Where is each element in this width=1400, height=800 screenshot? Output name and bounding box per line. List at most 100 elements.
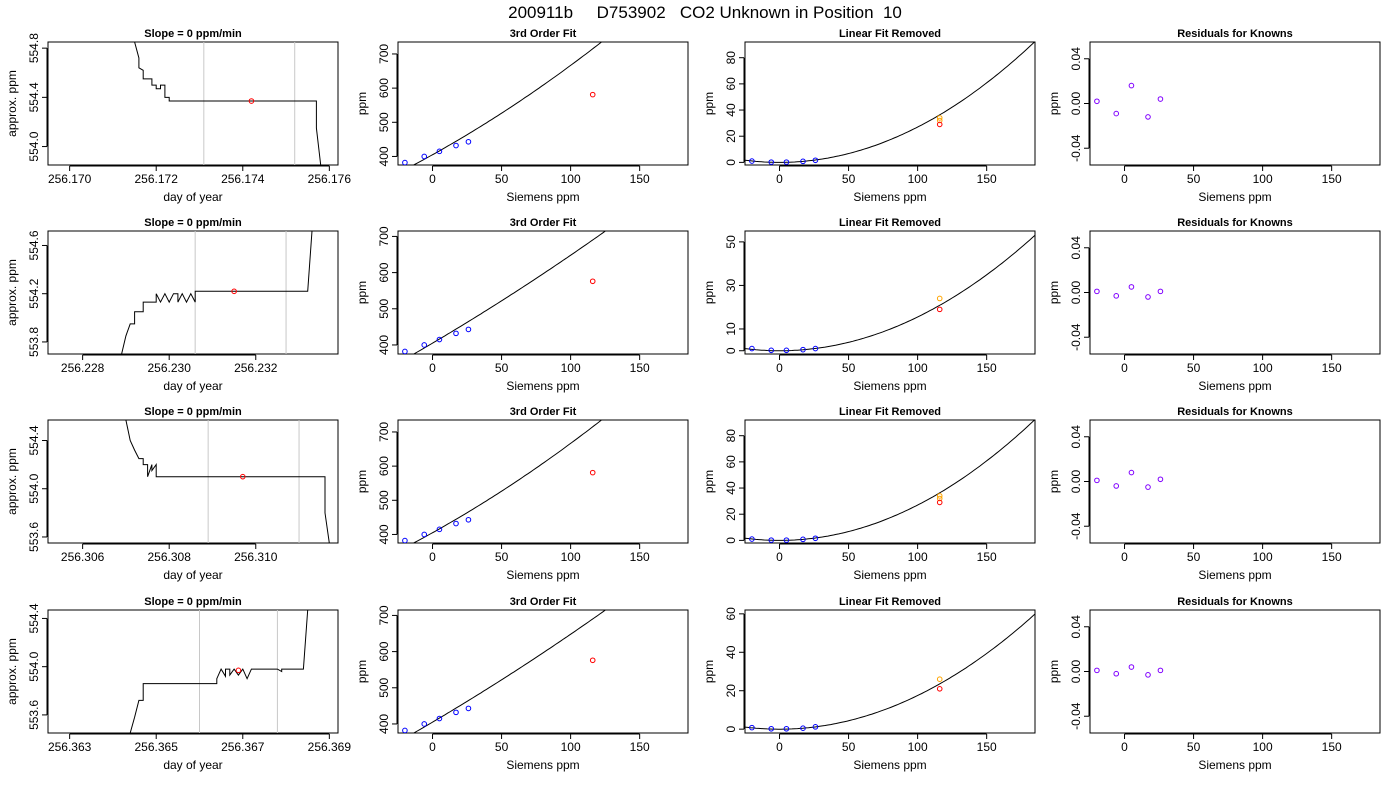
plot-frame bbox=[744, 609, 1036, 734]
y-axis: 0 20 40 60 80 bbox=[724, 51, 745, 166]
x-tick-label: 100 bbox=[1253, 361, 1273, 375]
known-point bbox=[421, 342, 428, 348]
x-tick-label: 0 bbox=[776, 172, 783, 186]
x-axis-label: Siemens ppm bbox=[1198, 190, 1271, 204]
y-tick-label: 500 bbox=[377, 490, 391, 510]
x-axis: 256.306 256.308 256.310 bbox=[61, 543, 278, 564]
plot-frame bbox=[1089, 609, 1381, 734]
known-point bbox=[800, 346, 806, 353]
y-tick-label: 554.2 bbox=[27, 278, 41, 308]
x-tick-label: 50 bbox=[1187, 550, 1201, 564]
known-point bbox=[800, 158, 806, 165]
y-tick-label: 553.6 bbox=[27, 522, 41, 552]
residual-point bbox=[1094, 667, 1100, 674]
panel-1-4: Residuals for Knowns 0 50 100 150 Siemens ppm… bbox=[1047, 28, 1381, 204]
residual-point bbox=[1157, 96, 1164, 102]
x-tick-label: 150 bbox=[1322, 361, 1342, 375]
plot-area bbox=[745, 420, 1035, 543]
panel-title: Residuals for Knowns bbox=[1177, 596, 1293, 608]
y-tick-label: 400 bbox=[377, 524, 391, 544]
known-point bbox=[783, 159, 790, 165]
x-tick-label: 100 bbox=[1253, 740, 1273, 754]
x-tick-label: 50 bbox=[842, 361, 856, 375]
y-tick-label: 50 bbox=[724, 235, 738, 249]
y-tick-label: 553.8 bbox=[27, 327, 41, 357]
y-tick-label: 400 bbox=[377, 335, 391, 355]
known-point bbox=[768, 537, 775, 543]
panel-3-4: Residuals for Knowns 0 50 100 150 Siemens ppm… bbox=[1047, 406, 1381, 582]
plot-area bbox=[402, 42, 603, 165]
y-tick-label: 0.04 bbox=[1069, 425, 1083, 449]
x-tick-label: 50 bbox=[1187, 740, 1201, 754]
plot-frame bbox=[47, 41, 339, 166]
plot-area bbox=[1094, 664, 1164, 678]
residual-point bbox=[1128, 284, 1135, 290]
plot-frame bbox=[397, 609, 689, 734]
unknown-point bbox=[936, 121, 943, 128]
x-tick-label: 100 bbox=[1253, 172, 1273, 186]
x-tick-label: 100 bbox=[561, 172, 581, 186]
known-point bbox=[812, 535, 819, 542]
y-tick-label: 0.04 bbox=[1069, 615, 1083, 639]
x-axis-label: day of year bbox=[163, 190, 222, 204]
x-tick-label: 256.365 bbox=[135, 740, 179, 754]
known-point bbox=[465, 138, 472, 145]
y-tick-label: 0 bbox=[724, 726, 738, 733]
residual-point bbox=[1145, 114, 1151, 120]
y-tick-label: 700 bbox=[377, 44, 391, 64]
panel-3-3: Linear Fit Removed 0 50 100 150 Siemens ppm 0 2… bbox=[702, 406, 1036, 582]
y-tick-label: 80 bbox=[724, 429, 738, 443]
y-tick-label: 600 bbox=[377, 78, 391, 98]
x-tick-label: 0 bbox=[776, 550, 783, 564]
residual-point bbox=[1157, 476, 1164, 483]
y-tick-label: 700 bbox=[377, 605, 391, 625]
panel-2-3: Linear Fit Removed 0 50 100 150 Siemens ppm 0 1… bbox=[702, 217, 1036, 393]
y-tick-label: 500 bbox=[377, 298, 391, 318]
x-tick-label: 50 bbox=[495, 550, 509, 564]
y-axis-label: ppm bbox=[355, 281, 369, 304]
x-axis-label: Siemens ppm bbox=[853, 379, 926, 393]
x-axis: 256.363 256.365 256.367 256.369 bbox=[48, 733, 352, 754]
known-point bbox=[453, 520, 459, 527]
residual-point bbox=[1128, 469, 1135, 476]
x-tick-label: 50 bbox=[842, 740, 856, 754]
known-point bbox=[453, 330, 459, 337]
unknown-point bbox=[936, 499, 943, 506]
y-axis-label: approx. ppm bbox=[5, 259, 19, 326]
panel-4-4: Residuals for Knowns 0 50 100 150 Siemens ppm… bbox=[1047, 596, 1381, 772]
x-tick-label: 256.369 bbox=[308, 740, 352, 754]
panel-3-2: 3rd Order Fit 0 50 100 150 Siemens ppm 400 500 6… bbox=[355, 406, 689, 582]
y-axis-label: ppm bbox=[702, 470, 716, 493]
x-axis: 256.228 256.230 256.232 bbox=[61, 354, 278, 375]
known-point bbox=[749, 158, 755, 164]
known-point bbox=[402, 159, 408, 165]
unknown-raw-point bbox=[936, 676, 943, 682]
x-tick-label: 100 bbox=[908, 550, 928, 564]
x-axis-label: Siemens ppm bbox=[1198, 568, 1271, 582]
y-axis-label: approx. ppm bbox=[5, 448, 19, 515]
x-tick-label: 256.172 bbox=[135, 172, 179, 186]
sample-marker bbox=[235, 667, 242, 674]
panel-title: Slope = 0 ppm/min bbox=[144, 217, 242, 229]
y-axis: 553.8 554.2 554.6 bbox=[27, 230, 48, 357]
x-axis: 0 50 100 150 bbox=[429, 733, 650, 754]
panel-title: 3rd Order Fit bbox=[510, 28, 577, 40]
y-axis: 0 20 40 60 80 bbox=[724, 429, 745, 544]
fit-curve bbox=[412, 420, 603, 543]
trace-line bbox=[134, 42, 322, 165]
residual-point bbox=[1145, 294, 1151, 300]
known-point bbox=[421, 153, 428, 160]
y-axis: 0 20 40 60 bbox=[724, 607, 745, 733]
known-point bbox=[402, 348, 408, 354]
panel-title: 3rd Order Fit bbox=[510, 217, 577, 229]
known-point bbox=[749, 345, 755, 352]
x-tick-label: 256.228 bbox=[61, 361, 105, 375]
plot-area bbox=[134, 42, 322, 165]
plot-area bbox=[125, 420, 330, 543]
panel-title: Linear Fit Removed bbox=[839, 217, 941, 229]
y-axis: 400 500 600 700 bbox=[377, 422, 398, 544]
x-axis-label: Siemens ppm bbox=[853, 190, 926, 204]
y-tick-label: 700 bbox=[377, 226, 391, 246]
panel-3-1: Slope = 0 ppm/min 256.306 256.308 256.310 da… bbox=[5, 406, 339, 582]
